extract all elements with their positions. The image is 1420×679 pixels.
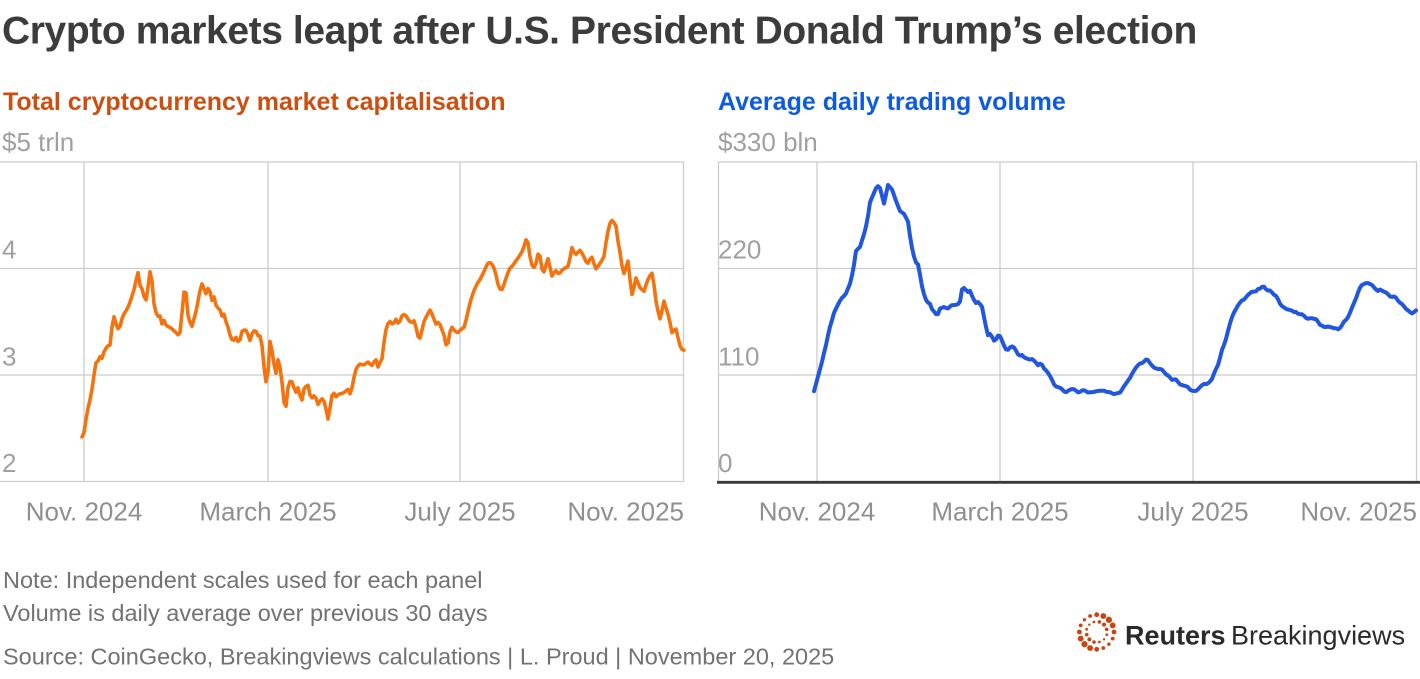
svg-text:Average daily trading volume: Average daily trading volume [718, 88, 1066, 116]
svg-text:Crypto markets leapt after U.S: Crypto markets leapt after U.S. Presiden… [2, 10, 1197, 53]
svg-text:Source: CoinGecko, Breakingvie: Source: CoinGecko, Breakingviews calcula… [3, 644, 834, 670]
svg-text:Reuters: Reuters [1125, 621, 1226, 651]
svg-text:Breakingviews: Breakingviews [1231, 621, 1405, 651]
svg-text:March 2025: March 2025 [931, 497, 1068, 527]
svg-text:July 2025: July 2025 [1137, 497, 1248, 527]
svg-text:Volume is daily average over p: Volume is daily average over previous 30… [3, 600, 488, 626]
svg-text:Nov. 2025: Nov. 2025 [1300, 497, 1417, 527]
svg-text:July 2025: July 2025 [404, 497, 515, 527]
svg-text:220: 220 [718, 235, 761, 265]
svg-text:110: 110 [718, 341, 759, 371]
svg-text:Nov. 2024: Nov. 2024 [26, 497, 143, 527]
svg-text:2: 2 [2, 448, 16, 478]
svg-text:4: 4 [2, 235, 16, 265]
svg-text:Note: Independent scales used: Note: Independent scales used for each p… [3, 567, 482, 593]
svg-text:0: 0 [718, 448, 732, 478]
svg-text:Total cryptocurrency market ca: Total cryptocurrency market capitalisati… [3, 88, 505, 116]
svg-text:$330 bln: $330 bln [718, 127, 818, 157]
svg-text:Nov. 2024: Nov. 2024 [759, 497, 876, 527]
svg-text:March 2025: March 2025 [199, 497, 336, 527]
svg-text:$5 trln: $5 trln [2, 127, 74, 157]
svg-text:Nov. 2025: Nov. 2025 [567, 497, 684, 527]
svg-text:3: 3 [2, 341, 16, 371]
